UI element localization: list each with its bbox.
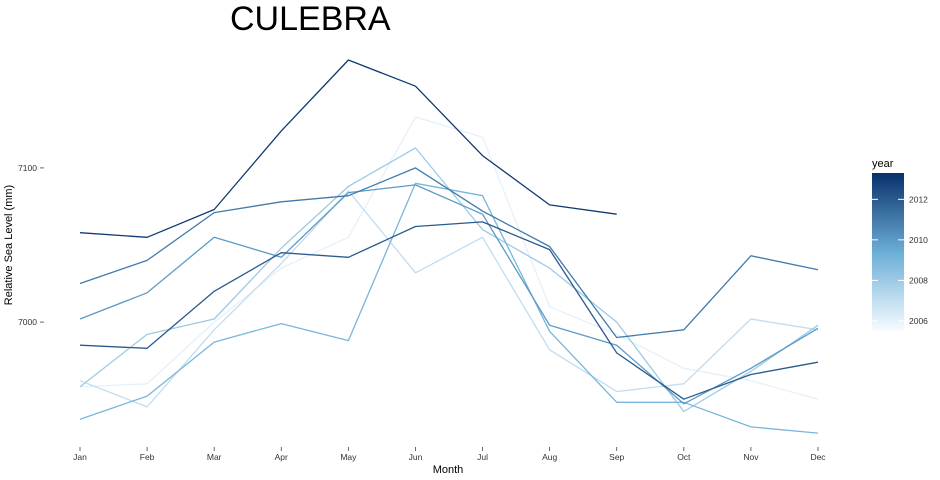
x-tick-label: Jan: [73, 452, 87, 462]
series-line-2011: [79, 167, 819, 339]
series-line-2006: [79, 116, 819, 400]
series-line-2007: [79, 190, 819, 408]
chart-title: CULEBRA: [230, 0, 391, 38]
x-tick-label: Aug: [542, 452, 557, 462]
x-tick-label: Oct: [677, 452, 691, 462]
y-axis-title: Relative Sea Level (mm): [3, 185, 15, 305]
series-line-2010: [79, 184, 819, 405]
x-tick-label: Nov: [743, 452, 759, 462]
series-line-2013: [79, 59, 617, 238]
series-layer: [79, 59, 819, 434]
legend-tick-label: 2008: [909, 275, 928, 285]
y-axis: 7000 7100: [18, 163, 44, 327]
legend-title: year: [872, 158, 894, 170]
legend-tick-label: 2010: [909, 235, 928, 245]
legend-tick-label: 2012: [909, 194, 928, 204]
y-tick-label: 7100: [18, 163, 37, 173]
series-line-2012: [79, 221, 819, 400]
series-line-2009: [79, 182, 819, 434]
x-tick-label: Sep: [609, 452, 624, 462]
x-tick-label: Dec: [810, 452, 826, 462]
y-tick-label: 7000: [18, 317, 37, 327]
x-axis-title: Month: [433, 464, 464, 476]
legend-colorbar: [872, 173, 904, 331]
x-tick-label: May: [340, 452, 357, 462]
x-axis: Jan Feb Mar Apr May Jun Jul Aug Sep Oct Nov Dec: [73, 447, 826, 462]
x-tick-label: Mar: [207, 452, 222, 462]
series-line-2008: [79, 147, 819, 413]
legend-tick-label: 2006: [909, 316, 928, 326]
x-tick-label: Jul: [477, 452, 488, 462]
x-tick-label: Feb: [140, 452, 155, 462]
x-tick-label: Apr: [275, 452, 288, 462]
legend: year 2006 2008 2010 2012: [872, 158, 928, 331]
x-tick-label: Jun: [409, 452, 423, 462]
